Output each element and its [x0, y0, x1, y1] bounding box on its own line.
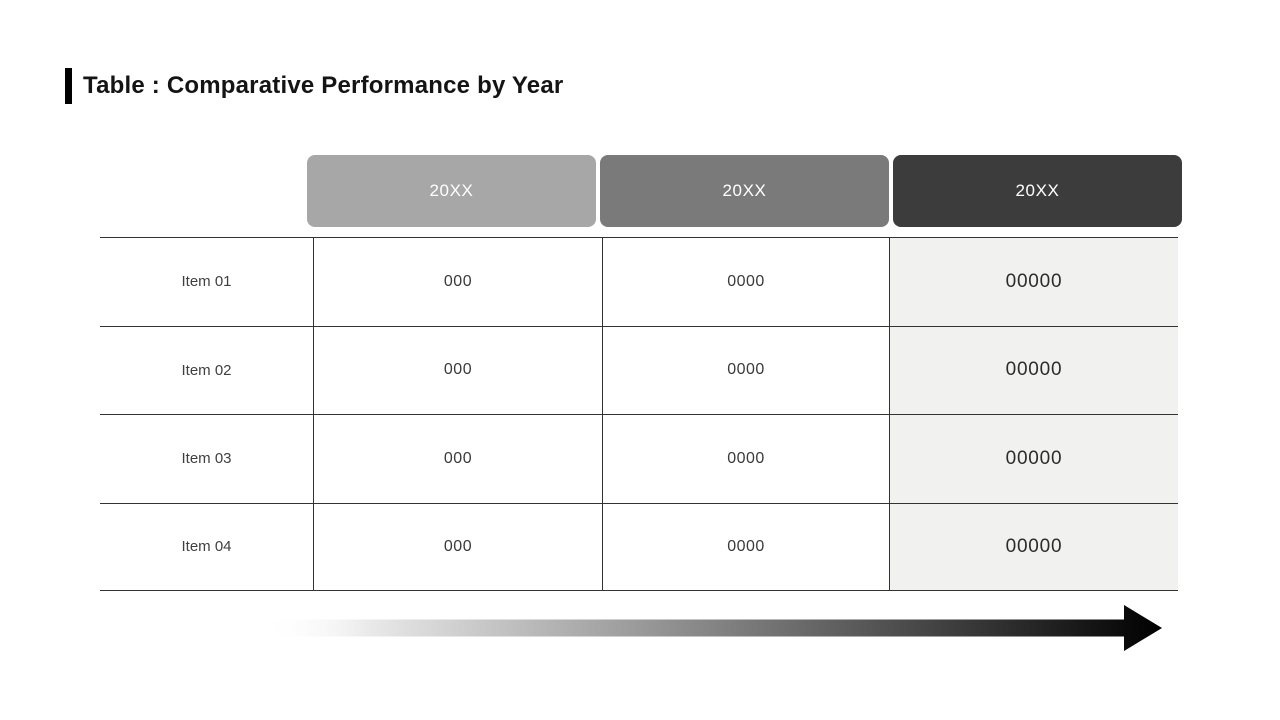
table-cell-highlight: 00000 — [889, 237, 1178, 326]
row-2-label: Item 02 — [181, 361, 232, 379]
table-cell: 000 — [313, 502, 602, 591]
table-cell-highlight: 00000 — [889, 414, 1178, 503]
table-cell: 000 — [313, 414, 602, 503]
year-header-3-label: 20XX — [1015, 181, 1060, 200]
year-header-1: 20XX — [307, 155, 596, 227]
row-4-year-3-value: 00000 — [1005, 535, 1063, 557]
table-cell-highlight: 00000 — [889, 325, 1178, 414]
row-1-label: Item 01 — [181, 273, 232, 291]
year-header-2: 20XX — [600, 155, 889, 227]
row-1-year-2-value: 0000 — [727, 272, 765, 290]
row-1-year-1-value: 000 — [443, 272, 473, 290]
year-header-1-label: 20XX — [429, 181, 474, 200]
row-4-year-2-value: 0000 — [727, 537, 765, 555]
table-row-label: Item 02 — [100, 325, 313, 415]
table-cell: 000 — [313, 325, 602, 414]
row-3-year-1-value: 000 — [443, 449, 473, 467]
row-2-year-3-value: 00000 — [1005, 359, 1063, 381]
table-cell: 0000 — [602, 414, 889, 503]
table-row-label: Item 01 — [100, 237, 313, 326]
row-2-year-1-value: 000 — [443, 361, 473, 379]
row-3-year-3-value: 00000 — [1005, 447, 1063, 469]
table-row-label: Item 04 — [100, 502, 313, 591]
title-block: Table : Comparative Performance by Year — [65, 68, 563, 104]
row-2-year-2-value: 0000 — [727, 361, 765, 379]
year-header-3: 20XX — [893, 155, 1182, 227]
row-4-year-1-value: 000 — [443, 537, 473, 555]
row-1-year-3-value: 00000 — [1005, 270, 1063, 292]
comparative-table: Item 01 000 0000 00000 Item 02 000 0000 … — [100, 237, 1178, 591]
table-cell: 0000 — [602, 237, 889, 326]
title-accent-bar — [65, 68, 72, 104]
year-header-row: 20XX 20XX 20XX — [307, 155, 1182, 227]
table-cell-highlight: 00000 — [889, 502, 1178, 591]
page-title: Table : Comparative Performance by Year — [83, 72, 564, 99]
row-4-label: Item 04 — [181, 538, 232, 556]
table-cell: 0000 — [602, 502, 889, 591]
trend-arrow-icon — [262, 605, 1162, 651]
row-3-year-2-value: 0000 — [727, 449, 765, 467]
row-3-label: Item 03 — [181, 450, 232, 468]
table-cell: 000 — [313, 237, 602, 326]
table-cell: 0000 — [602, 325, 889, 414]
year-header-2-label: 20XX — [722, 181, 767, 200]
table-row-label: Item 03 — [100, 414, 313, 503]
